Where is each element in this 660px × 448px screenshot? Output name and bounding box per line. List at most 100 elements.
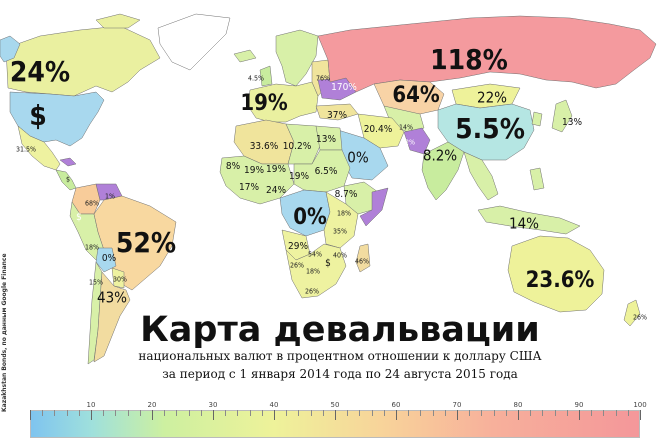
label-drc: 0% (293, 205, 327, 230)
scale-tick (591, 410, 593, 416)
scale-tick (566, 410, 568, 416)
scale-tick (493, 410, 495, 416)
label-peru: 18% (85, 243, 99, 252)
label-mexico: 31.5% (15, 145, 37, 154)
scale-tick (627, 410, 629, 416)
scale-tick (261, 410, 263, 416)
label-algeria: 33.6% (249, 141, 279, 152)
australia-shape (507, 235, 605, 313)
pakistan-shape (403, 127, 431, 155)
scale-tick-label: 100 (633, 401, 647, 409)
japan-shape (551, 99, 573, 133)
label-libya: 10.2% (282, 141, 312, 152)
scale-tick (457, 410, 458, 420)
label-belarus: 76% (316, 74, 330, 83)
label-niger: 19% (266, 164, 286, 175)
scale-tick (432, 410, 434, 416)
scale-tick (176, 410, 178, 416)
scale-tick (469, 410, 471, 416)
color-scale-legend: 10 20 30 40 50 60 70 80 90 100 (30, 401, 647, 438)
alaska-shape (0, 35, 21, 63)
label-kazakhstan: 64% (392, 83, 440, 108)
uk-shape (259, 65, 273, 87)
scale-tick (91, 410, 92, 420)
label-mauritania: 8% (225, 161, 241, 172)
label-ethiopia: 8.7% (334, 189, 358, 200)
scandinavia-shape (275, 29, 319, 87)
label-russia: 118% (430, 43, 508, 76)
label-saudi-arabia: 0% (347, 148, 369, 167)
label-china: 5.5% (455, 112, 525, 145)
russia-shape (317, 15, 657, 93)
canada-islands-shape (95, 13, 141, 29)
label-canada: 24% (9, 55, 71, 88)
label-usa: $ (29, 99, 47, 132)
scale-tick (249, 410, 251, 416)
label-botswana: 18% (306, 267, 320, 276)
iceland-shape (233, 49, 257, 63)
scale-tick (103, 410, 105, 416)
scale-tick (408, 410, 410, 416)
scale-tick (383, 410, 385, 416)
label-chad: 19% (289, 171, 309, 182)
label-turkey: 37% (327, 110, 347, 121)
new-zealand-shape (623, 299, 641, 327)
label-angola: 29% (288, 241, 308, 252)
scale-tick-label: 50 (330, 401, 340, 409)
scale-tick (225, 410, 227, 416)
scale-tick (518, 410, 519, 420)
scale-tick (42, 410, 44, 416)
label-costa-rica: 1% (105, 192, 115, 201)
label-paraguay: 30% (113, 275, 127, 284)
paraguay-shape (111, 267, 125, 289)
label-colombia: 68% (85, 199, 99, 208)
label-argentina: 43% (97, 288, 127, 307)
scale-tick-label: 40 (269, 401, 279, 409)
label-kenya: 18% (337, 209, 351, 218)
label-egypt: 13% (316, 134, 336, 145)
scale-tick (347, 410, 349, 416)
label-brazil: 52% (115, 226, 177, 259)
label-mali: 19% (244, 165, 264, 176)
scale-tick (274, 410, 275, 420)
label-norway: 4.5% (248, 74, 264, 83)
canada-shape (5, 25, 161, 97)
map-title: Карта девальвации (140, 310, 540, 350)
eurozone-shape (247, 81, 319, 123)
label-ukraine: 170% (331, 82, 357, 93)
philippines-shape (529, 167, 545, 191)
scale-tick-label: 70 (452, 401, 462, 409)
somalia-shape (359, 187, 389, 227)
scale-tick (188, 410, 190, 416)
scale-tick (54, 410, 56, 416)
label-japan: 13% (562, 117, 582, 128)
scale-tick-label: 90 (574, 401, 584, 409)
label-tanzania: 35% (333, 227, 347, 236)
scale-tick-label: 20 (147, 401, 157, 409)
scale-tick (615, 410, 617, 416)
scale-tick (640, 410, 641, 420)
scale-tick (444, 410, 446, 416)
scale-tick (30, 410, 31, 420)
label-uzbekistan: 14% (399, 123, 413, 132)
madagascar-shape (355, 243, 371, 273)
label-mozambique: 40% (333, 251, 347, 260)
sudan-shape (293, 149, 351, 193)
scale-tick (310, 410, 312, 416)
label-namibia: 26% (290, 261, 304, 270)
india-shape (421, 141, 465, 201)
mexico-shape (17, 125, 61, 171)
scale-tick (603, 410, 605, 416)
label-south-africa: 26% (305, 287, 319, 296)
scale-tick (481, 410, 483, 416)
argentina-shape (93, 271, 131, 363)
scale-tick (420, 410, 422, 416)
caribbean-shape (59, 157, 77, 167)
scale-tick (200, 410, 202, 416)
scale-tick (359, 410, 361, 416)
scale-tick (164, 410, 166, 416)
scale-tick (78, 410, 80, 416)
label-chile: 15% (89, 278, 103, 287)
